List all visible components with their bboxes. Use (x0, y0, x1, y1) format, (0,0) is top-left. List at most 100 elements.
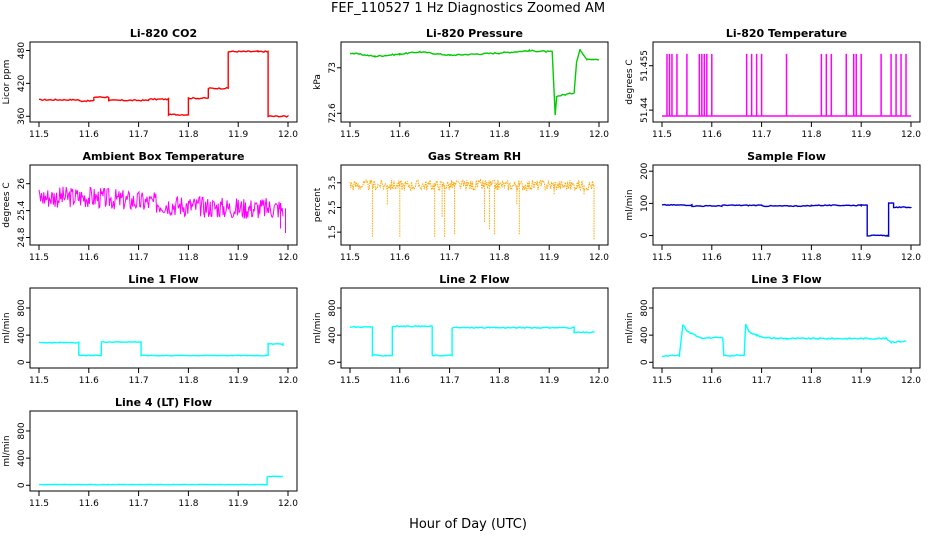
y-tick-label: 400 (640, 326, 650, 343)
x-tick-label: 11.8 (801, 253, 821, 263)
series-data (349, 48, 599, 116)
x-tick-label: 11.7 (440, 376, 460, 386)
panel-title: Line 4 (LT) Flow (115, 396, 212, 409)
x-tick-label: 11.9 (228, 376, 248, 386)
x-tick-label: 11.8 (489, 376, 509, 386)
x-tick-label: 11.9 (539, 376, 559, 386)
x-tick-label: 11.7 (440, 253, 460, 263)
x-tick-label: 11.6 (390, 376, 410, 386)
x-tick-label: 11.9 (228, 130, 248, 140)
x-tick-label: 11.9 (228, 499, 248, 509)
plot-frame (652, 164, 921, 246)
y-tick-label: 51.44 (640, 97, 650, 123)
x-tick-label: 11.9 (539, 253, 559, 263)
x-tick-label: 12.0 (278, 376, 298, 386)
y-axis-label: kPa (313, 74, 323, 90)
x-tick-label: 11.9 (851, 130, 871, 140)
y-tick-label: 24.8 (17, 227, 27, 247)
series-data (38, 340, 284, 357)
x-tick-label: 11.6 (702, 130, 722, 140)
y-axis-label: degrees C (625, 59, 635, 104)
x-tick-label: 11.8 (178, 253, 198, 263)
x-tick-label: 11.9 (228, 253, 248, 263)
x-tick-label: 11.6 (79, 499, 99, 509)
plot-frame (29, 410, 298, 492)
panel-8: Line 3 Flow ml/min 11.5 11.6 11.7 11.8 11.9 12.… (625, 273, 921, 386)
panel-1: Li-820 Pressure kPa 11.5 11.6 11.7 11.8 11.9 12… (313, 27, 609, 140)
y-axis-label: ml/min (2, 435, 12, 466)
y-tick-label: 200 (640, 162, 650, 179)
x-tick-label: 11.5 (29, 499, 49, 509)
plot-frame (340, 287, 609, 369)
y-tick-label: 400 (328, 326, 338, 343)
x-tick-label: 11.6 (79, 253, 99, 263)
y-tick-label: 800 (17, 422, 27, 439)
x-tick-label: 11.8 (801, 376, 821, 386)
x-tick-label: 11.7 (129, 130, 149, 140)
x-tick-label: 11.7 (129, 376, 149, 386)
x-tick-label: 11.5 (340, 376, 360, 386)
x-tick-label: 12.0 (589, 253, 609, 263)
y-tick-label: 0 (17, 482, 27, 488)
x-tick-label: 11.8 (489, 130, 509, 140)
x-tick-label: 11.8 (178, 376, 198, 386)
series-data (38, 186, 287, 234)
y-tick-label: 0 (328, 359, 338, 365)
x-tick-label: 11.6 (79, 130, 99, 140)
plot-frame (29, 41, 298, 123)
x-tick-label: 11.5 (29, 376, 49, 386)
y-axis-label: ml/min (313, 312, 323, 343)
x-tick-label: 11.7 (752, 130, 772, 140)
x-tick-label: 11.5 (652, 376, 672, 386)
x-tick-label: 12.0 (589, 376, 609, 386)
plot-frame (652, 41, 921, 123)
panel-9: Line 4 (LT) Flow ml/min 11.5 11.6 11.7 11.8 11… (2, 396, 298, 509)
panel-4: Gas Stream RH percent 11.5 11.6 11.7 11.8 11.9… (313, 150, 609, 263)
y-tick-label: 400 (17, 449, 27, 466)
y-tick-label: 800 (640, 299, 650, 316)
x-tick-label: 11.6 (79, 376, 99, 386)
panel-7: Line 2 Flow ml/min 11.5 11.6 11.7 11.8 11.9 12.… (313, 273, 609, 386)
panel-title: Li-820 Temperature (726, 27, 847, 40)
y-tick-label: 0 (17, 359, 27, 365)
panel-title: Sample Flow (747, 150, 826, 163)
y-tick-label: 3.5 (328, 176, 338, 190)
y-tick-label: 1.5 (328, 225, 338, 239)
panel-title: Li-820 CO2 (130, 27, 197, 40)
series-data (661, 323, 907, 358)
series-line (39, 475, 284, 486)
y-tick-label: 0 (640, 359, 650, 365)
x-tick-label: 11.6 (390, 253, 410, 263)
series-line (349, 324, 595, 357)
x-tick-label: 12.0 (278, 130, 298, 140)
y-axis-label: ml/min (625, 312, 635, 343)
panel-2: Li-820 Temperature degrees C 11.5 11.6 11.7 1… (625, 27, 921, 140)
y-tick-label: 0 (640, 232, 650, 238)
x-tick-label: 11.9 (539, 130, 559, 140)
y-tick-label: 100 (640, 195, 650, 212)
x-tick-label: 12.0 (278, 253, 298, 263)
series-line (661, 323, 907, 358)
x-tick-label: 11.7 (129, 253, 149, 263)
series-line (349, 178, 595, 193)
series-line (38, 186, 284, 220)
x-tick-label: 11.9 (851, 253, 871, 263)
panel-5: Sample Flow ml/min 11.5 11.6 11.7 11.8 11.9 12.… (625, 150, 921, 263)
series-data (662, 53, 911, 117)
x-tick-label: 11.8 (489, 253, 509, 263)
x-tick-label: 11.5 (29, 253, 49, 263)
plot-frame (340, 41, 609, 123)
y-tick-label: 800 (17, 299, 27, 316)
x-tick-label: 11.8 (801, 130, 821, 140)
panel-title: Line 2 Flow (439, 273, 509, 286)
figure-x-axis-label: Hour of Day (UTC) (409, 517, 527, 532)
x-tick-label: 11.9 (851, 376, 871, 386)
y-tick-label: 480 (17, 42, 27, 59)
x-tick-label: 12.0 (901, 130, 921, 140)
x-tick-label: 11.6 (702, 376, 722, 386)
y-tick-label: 51.455 (640, 50, 650, 82)
figure-title: FEF_110527 1 Hz Diagnostics Zoomed AM (330, 1, 606, 16)
series-line (349, 48, 599, 116)
series-line (39, 50, 289, 118)
x-tick-label: 11.8 (178, 499, 198, 509)
